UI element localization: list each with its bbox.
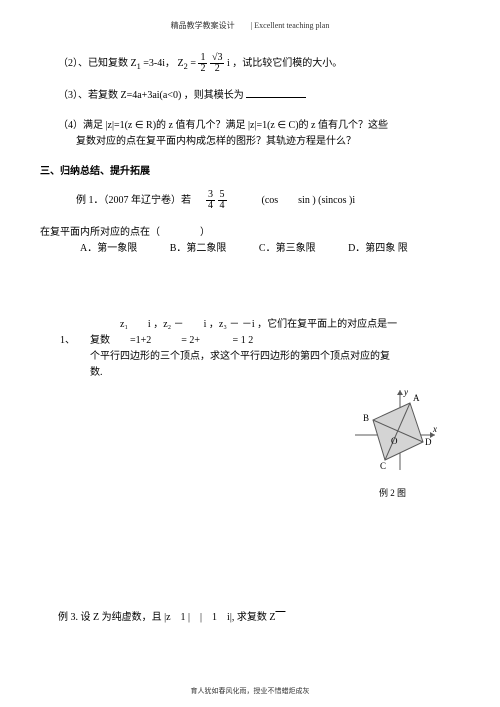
diagram-caption: 例 2 图 <box>345 486 440 500</box>
ex3-overline <box>275 612 285 623</box>
q2-z2-sub: 2 <box>184 62 188 71</box>
q2-frac2-den: 2 <box>210 64 225 74</box>
example-3: 例 3. 设 Z 为纯虚数，且 |z 1 | | 1 i|, 求复数 Z <box>58 610 460 626</box>
p1-line2: 个平行四边形的三个顶点，求这个平行四边形的第四个顶点对应的复 <box>90 349 390 365</box>
page-header: 精品教学教案设计 | Excellent teaching plan <box>40 20 460 33</box>
diagram-svg: A B C D O y x <box>345 385 440 480</box>
q2-i: i <box>227 58 230 69</box>
ex3-text: 例 3. 设 Z 为纯虚数，且 |z 1 | | 1 i|, 求复数 Z <box>58 612 275 623</box>
page-footer: 育人犹如春风化雨，授业不惜蜡炬成灰 <box>0 686 500 697</box>
ex1-frac1: 3 4 <box>206 190 215 211</box>
q2-z1eq: =3-4i， <box>143 58 175 69</box>
label-b: B <box>363 413 369 423</box>
q2-z1-sub: 1 <box>137 62 141 71</box>
ex1-trig: (cos sin ) (sincos )i <box>262 195 356 206</box>
question-2: （2）、已知复数 Z1 =3-4i， Z2 = 1 2 √3 2 i ，试比较它… <box>58 53 460 74</box>
question-4: （4）满足 |z|=1(z ∈ R)的 z 值有几个？满足 |z|=1(z ∈ … <box>58 118 460 150</box>
q2-frac1-den: 2 <box>198 64 207 74</box>
p1-label: 1、 <box>60 333 90 381</box>
label-c: C <box>380 461 386 471</box>
ex1-prefix: 例 1．（2007 年辽宁卷）若 <box>76 195 191 206</box>
label-o: O <box>391 436 398 446</box>
label-a: A <box>413 393 420 403</box>
example-2-diagram: A B C D O y x 例 2 图 <box>345 385 440 500</box>
label-y: y <box>403 387 408 397</box>
label-d: D <box>425 437 432 447</box>
option-a: A．第一象限 <box>80 243 137 254</box>
q3-text: （3）、若复数 Z=4a+3ai(a<0) ，则其模长为 <box>58 90 244 101</box>
option-c: C．第三象限 <box>259 243 316 254</box>
p1-line0: z₁ i ，z₂ － i ，z₃ － －i ，它们在复平面上的对应点是一 <box>120 317 460 333</box>
problem-1: z₁ i ，z₂ － i ，z₃ － －i ，它们在复平面上的对应点是一 1、 … <box>40 317 460 381</box>
ex1-frac2: 5 4 <box>218 190 227 211</box>
q2-suffix: ，试比较它们模的大小。 <box>232 58 342 69</box>
section-3-title: 三、归纳总结、提升拓展 <box>40 164 460 180</box>
q2-frac2: √3 2 <box>210 53 225 74</box>
q3-blank <box>246 97 306 98</box>
example-1: 例 1．（2007 年辽宁卷）若 3 4 5 4 (cos sin ) (sin… <box>76 190 460 211</box>
q4-line1: （4）满足 |z|=1(z ∈ R)的 z 值有几个？满足 |z|=1(z ∈ … <box>58 118 460 134</box>
p1-line3: 数. <box>90 365 390 381</box>
p1-line1: 复数 =1+2 = 2+ = 1 2 <box>90 333 390 349</box>
option-d: D．第四象 限 <box>348 243 408 254</box>
ex1-f1d: 4 <box>206 201 215 211</box>
question-3: （3）、若复数 Z=4a+3ai(a<0) ，则其模长为 <box>58 88 460 104</box>
ex1-f2d: 4 <box>218 201 227 211</box>
q2-frac1: 1 2 <box>198 53 207 74</box>
q4-line2: 复数对应的点在复平面内构成怎样的图形？其轨迹方程是什么？ <box>76 134 460 150</box>
q2-z2eq: = <box>190 58 196 69</box>
option-b: B．第二象限 <box>170 243 227 254</box>
ex1-line2: 在复平面内所对应的点在（ ） <box>40 225 460 241</box>
ex1-options: A．第一象限 B．第二象限 C．第三象限 D．第四象 限 <box>80 241 460 257</box>
label-x: x <box>432 424 437 434</box>
q2-prefix: （2）、已知复数 <box>58 58 128 69</box>
